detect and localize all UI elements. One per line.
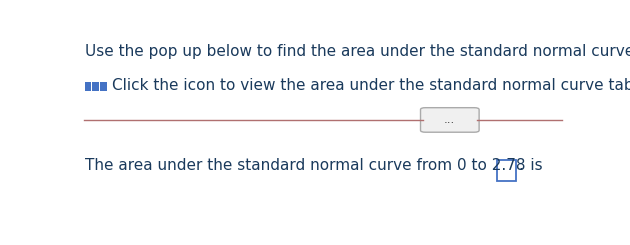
Text: Click the icon to view the area under the standard normal curve table.: Click the icon to view the area under th… <box>112 77 630 93</box>
Text: ...: ... <box>444 113 455 126</box>
Bar <box>100 88 106 91</box>
Text: Use the pop up below to find the area under the standard normal curve from 0 to : Use the pop up below to find the area un… <box>84 45 630 60</box>
Bar <box>93 85 99 88</box>
FancyBboxPatch shape <box>421 108 479 132</box>
Bar <box>100 82 106 85</box>
Text: The area under the standard normal curve from 0 to 2.78 is: The area under the standard normal curve… <box>84 158 547 173</box>
Bar <box>496 159 516 181</box>
Bar <box>93 82 99 85</box>
Bar <box>84 85 91 88</box>
Bar <box>84 88 91 91</box>
Text: .: . <box>518 158 524 173</box>
Bar <box>93 88 99 91</box>
Bar <box>84 82 91 85</box>
Bar <box>100 85 106 88</box>
